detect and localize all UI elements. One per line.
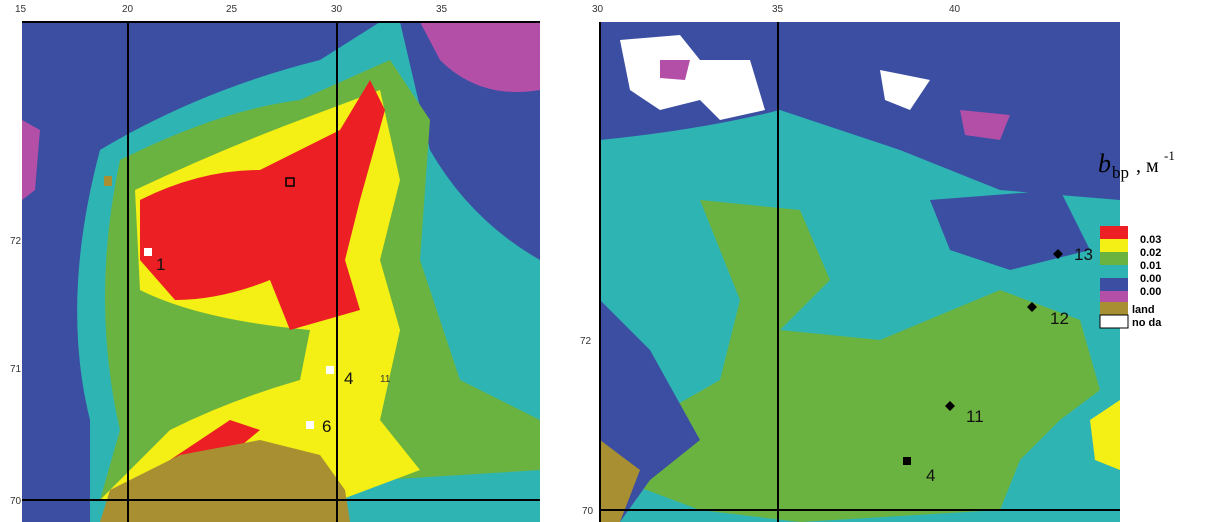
station-label: 11 xyxy=(380,374,391,385)
legend-label: 0.02 xyxy=(1140,247,1161,259)
lon-label: 35 xyxy=(772,4,784,15)
legend-swatch xyxy=(1100,239,1128,252)
zone-magenta xyxy=(660,60,690,80)
legend-swatch xyxy=(1100,265,1128,278)
left-map xyxy=(22,22,540,522)
lon-label: 15 xyxy=(15,4,27,15)
map-figure: 15 20 25 30 35 72 71 70 1 4 6 11 30 35 4… xyxy=(0,0,1227,522)
legend-unit: , м xyxy=(1136,155,1159,177)
legend-label: no da xyxy=(1132,317,1162,329)
station-label: 4 xyxy=(344,369,353,388)
legend-swatch xyxy=(1100,278,1128,291)
legend-label: 0.01 xyxy=(1140,260,1161,272)
lon-label: 30 xyxy=(592,4,604,15)
station-label: 1 xyxy=(156,255,165,274)
legend-swatch xyxy=(1100,226,1128,239)
legend-swatch xyxy=(1100,315,1128,328)
station-marker xyxy=(903,457,911,465)
legend-label: land xyxy=(1132,304,1155,316)
lon-label: 20 xyxy=(122,4,134,15)
lon-label: 40 xyxy=(949,4,961,15)
lat-label: 70 xyxy=(582,506,594,517)
station-marker xyxy=(326,366,334,374)
lat-label: 70 xyxy=(10,496,22,507)
station-label: 4 xyxy=(926,466,935,485)
legend-symbol: b xyxy=(1098,149,1111,178)
legend-exponent: -1 xyxy=(1164,148,1175,163)
station-label: 11 xyxy=(966,407,984,426)
legend-swatch xyxy=(1100,252,1128,265)
station-label: 12 xyxy=(1050,309,1069,328)
lat-label: 72 xyxy=(10,236,22,247)
legend: b bp , м -1 0.03 0.02 0.01 0.00 0.00 lan… xyxy=(1098,148,1175,329)
legend-label: 0.00 xyxy=(1140,286,1161,298)
lat-label: 71 xyxy=(10,364,22,375)
legend-swatch xyxy=(1100,302,1128,315)
station-marker xyxy=(306,421,314,429)
lon-label: 30 xyxy=(331,4,343,15)
right-map xyxy=(600,22,1120,522)
legend-label: 0.00 xyxy=(1140,273,1161,285)
lon-label: 35 xyxy=(436,4,448,15)
land xyxy=(104,176,112,186)
legend-label: 0.03 xyxy=(1140,234,1161,246)
station-marker xyxy=(144,248,152,256)
lon-label: 25 xyxy=(226,4,238,15)
station-label: 6 xyxy=(322,417,331,436)
lat-label: 72 xyxy=(580,336,592,347)
legend-subscript: bp xyxy=(1112,163,1129,182)
station-label: 13 xyxy=(1074,245,1093,264)
